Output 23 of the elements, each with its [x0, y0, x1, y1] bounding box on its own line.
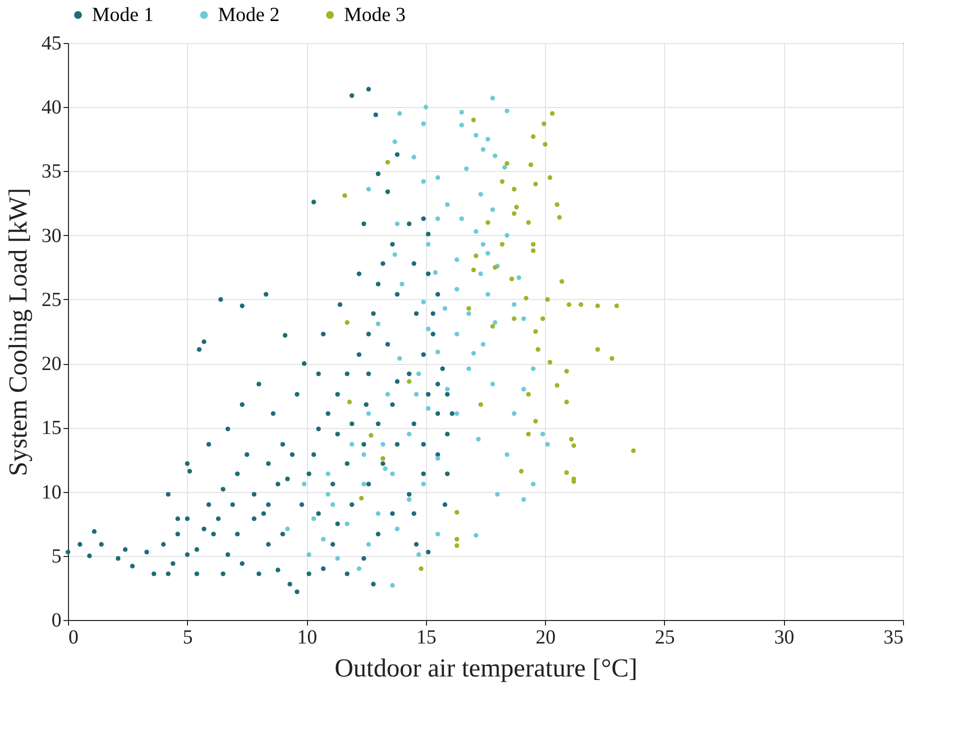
legend-label: Mode 2 [218, 4, 280, 26]
x-tick-label: 30 [774, 626, 794, 648]
y-tick-label: 35 [42, 160, 62, 183]
y-tick-label: 20 [42, 353, 62, 376]
y-tick-label: 40 [42, 96, 62, 119]
x-axis-title: Outdoor air temperature [°C] [334, 654, 638, 682]
y-tick-label: 15 [42, 417, 62, 440]
x-tick-label: 0 [68, 626, 78, 648]
legend-label: Mode 1 [92, 4, 154, 26]
y-tick-label: 5 [52, 545, 62, 568]
x-tick-label: 10 [297, 626, 318, 648]
x-tick-label: 35 [884, 626, 904, 648]
y-tick-label: 30 [42, 224, 62, 247]
y-tick-label: 10 [42, 481, 62, 504]
x-tick-label: 15 [416, 626, 436, 648]
x-tick-label: 20 [536, 626, 556, 648]
legend-label: Mode 3 [344, 4, 406, 26]
x-tick-label: 5 [182, 626, 193, 648]
y-axis-title: System Cooling Load [kW] [4, 188, 32, 476]
y-tick-label: 0 [52, 610, 62, 632]
x-tick-label: 25 [654, 626, 675, 648]
y-tick-label: 45 [42, 32, 62, 54]
y-tick-label: 25 [42, 288, 62, 311]
